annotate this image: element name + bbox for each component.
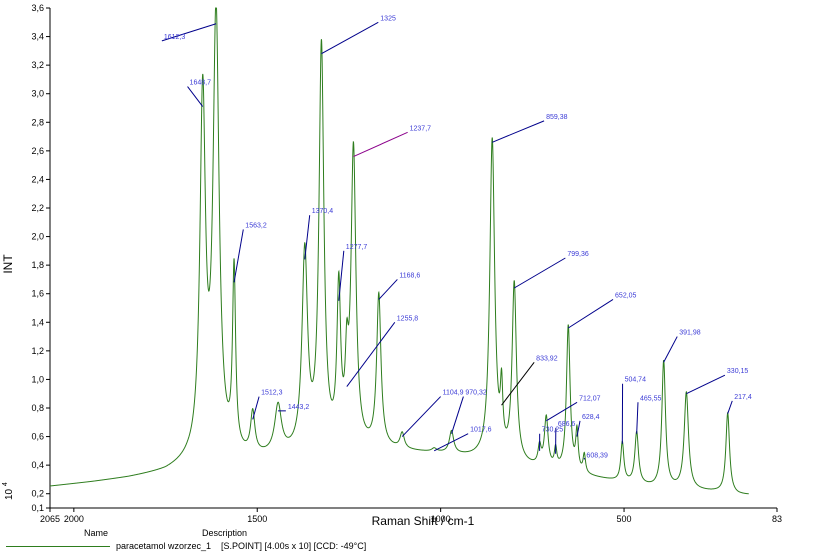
peak-leader-line — [663, 336, 678, 363]
peak-label: 1237,7 — [410, 125, 432, 132]
legend-swatch — [6, 545, 110, 547]
raman-spectrum-chart: 0,1 0,2 0,4 0,6 0,8 1,0 1,2 1,4 1,6 1,8 2,0 2,2 2,4 2… — [1, 3, 782, 528]
peak-label: 628,4 — [582, 414, 600, 421]
peak-label: 970,32 — [465, 390, 487, 397]
peak-label: 833,92 — [536, 355, 558, 362]
peak-leader-line — [451, 396, 464, 434]
peak-label: 1325 — [380, 15, 396, 22]
legend-entry-name: paracetamol wzorzec_1 — [116, 541, 212, 551]
spectrum-line — [49, 7, 749, 495]
peak-label: 1168,6 — [399, 272, 420, 279]
peak-label: 1443,2 — [288, 404, 310, 411]
y-tick-label: 1,2 — [31, 346, 44, 356]
chart-axes — [49, 8, 777, 509]
peak-leader-line — [636, 402, 639, 434]
peak-leader-line — [304, 215, 311, 260]
peak-label: 730,25 — [542, 427, 564, 434]
peak-leader-line — [501, 361, 535, 406]
peak-leader-line — [492, 120, 545, 143]
peak-leader-line — [545, 401, 578, 422]
peak-label: 504,74 — [625, 377, 647, 384]
peak-leader-line — [568, 299, 614, 329]
y-tick-label: 3,6 — [31, 3, 44, 13]
peak-label: 686,6 — [558, 421, 576, 428]
x-tick-label: 2065 — [40, 514, 60, 524]
peak-label: 1612,3 — [164, 34, 186, 41]
peak-leader-line — [727, 400, 733, 414]
peak-leader-line — [187, 86, 204, 107]
y-tick-label: 0,8 — [31, 403, 44, 413]
peak-label: 1648,7 — [190, 80, 212, 87]
peak-leader-line — [321, 21, 379, 55]
peak-label: 330,15 — [727, 368, 749, 375]
x-tick-label: 83 — [772, 514, 782, 524]
y-tick-label: 2,6 — [31, 146, 44, 156]
peak-leader-line — [353, 131, 408, 158]
y-tick-label: 2,0 — [31, 232, 44, 242]
peak-leader-line — [378, 279, 398, 300]
y-axis-label: INT — [1, 254, 15, 274]
peak-leader-line — [233, 229, 244, 283]
x-tick-label: 2000 — [64, 514, 84, 524]
y-tick-label: 2,2 — [31, 203, 44, 213]
x-axis-label: Raman Shift / cm-1 — [372, 514, 475, 528]
peak-leader-line — [252, 396, 260, 420]
legend-entry-description: [S.POINT] [4.00s x 10] [CCD: -49°C] — [221, 541, 367, 551]
peak-label: 391,98 — [679, 330, 701, 337]
peak-leader-line — [513, 257, 566, 289]
y-multiplier-base: 10 — [4, 488, 15, 500]
peak-annotations: 1612,3 1648,7 1563,2 1512,3 1443,2 1370,4 1325… — [161, 15, 752, 460]
y-tick-label: 0,2 — [31, 489, 44, 499]
y-multiplier-label: 10 4 — [2, 482, 15, 500]
peak-label: 1255,8 — [397, 315, 419, 322]
y-tick-label: 3,4 — [31, 32, 44, 42]
peak-label: 608,39 — [586, 452, 608, 459]
peak-label: 1563,2 — [245, 222, 267, 229]
x-axis-ticks: 2065 2000 1500 1000 500 83 — [40, 508, 782, 524]
y-tick-label: 3,2 — [31, 60, 44, 70]
peak-label: 712,07 — [579, 395, 601, 402]
peak-label: 652,05 — [615, 292, 637, 299]
peak-label: 799,36 — [567, 251, 589, 258]
peak-leader-line — [576, 420, 581, 437]
y-multiplier-exponent: 4 — [2, 482, 9, 486]
peak-leader-line — [686, 374, 726, 395]
peak-label: 217,4 — [734, 394, 752, 401]
y-tick-label: 2,8 — [31, 117, 44, 127]
y-tick-label: 1,8 — [31, 260, 44, 270]
y-tick-label: 1,6 — [31, 289, 44, 299]
peak-label: 1370,4 — [312, 208, 334, 215]
peak-label: 1017,6 — [470, 427, 492, 434]
peak-label: 1104,9 — [443, 390, 464, 397]
legend-entry: paracetamol wzorzec_1 [S.POINT] [4.00s x… — [6, 541, 366, 551]
y-tick-label: 3,0 — [31, 89, 44, 99]
peak-leader-line — [161, 23, 217, 42]
y-tick-label: 0,1 — [31, 503, 44, 513]
peak-label: 1277,7 — [346, 244, 368, 251]
peak-leader-line — [338, 250, 345, 301]
peak-label: 465,55 — [640, 395, 662, 402]
legend-description-header: Description — [202, 528, 248, 538]
y-tick-label: 0,6 — [31, 432, 44, 442]
legend-name-header: Name — [84, 528, 109, 538]
x-tick-label: 1500 — [247, 514, 267, 524]
peak-label: 1512,3 — [261, 390, 283, 397]
x-tick-label: 1000 — [431, 514, 451, 524]
y-tick-label: 1,4 — [31, 317, 44, 327]
peak-leader-line — [346, 321, 396, 387]
y-axis-ticks: 0,1 0,2 0,4 0,6 0,8 1,0 1,2 1,4 1,6 1,8 2,0 2,2 2,4 2… — [31, 3, 50, 513]
peak-leader-line — [433, 433, 469, 452]
peak-label: 859,38 — [546, 114, 568, 121]
peak-leader-line — [401, 396, 442, 437]
x-tick-label: 500 — [617, 514, 632, 524]
y-tick-label: 2,4 — [31, 174, 44, 184]
y-tick-label: 1,0 — [31, 374, 44, 384]
y-tick-label: 0,4 — [31, 460, 44, 470]
